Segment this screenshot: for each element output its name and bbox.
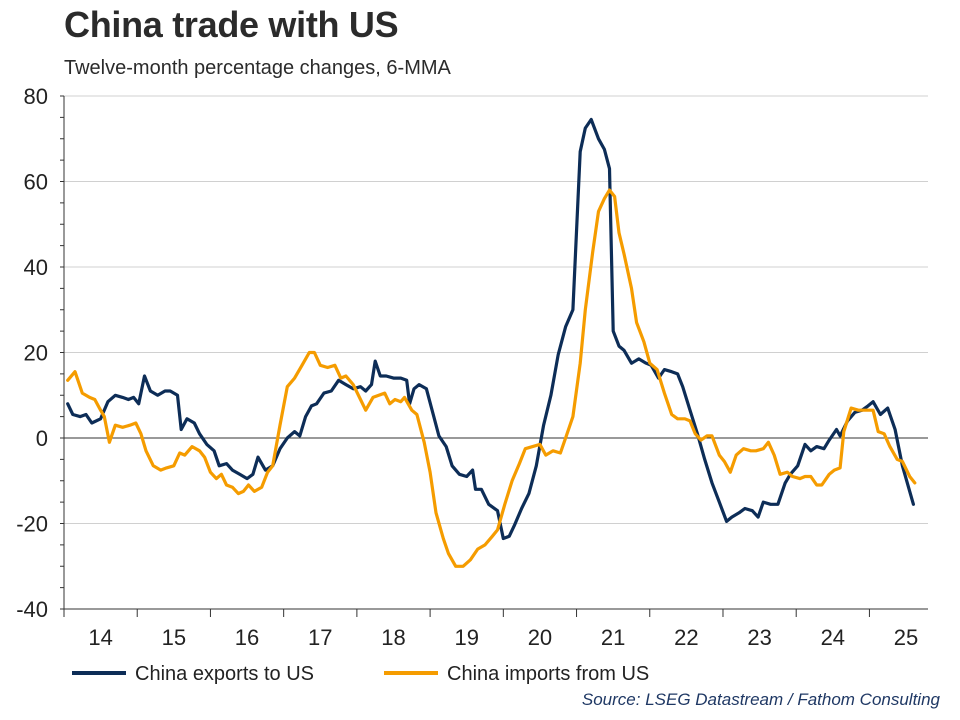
y-tick-label: 0 [36, 426, 48, 451]
x-tick-label: 21 [601, 625, 625, 650]
axes: 80 60 40 20 0 -20 -40 14 15 16 17 18 19 20 21 22 23 24 25 [16, 84, 928, 650]
chart-title: China trade with US [64, 4, 399, 45]
x-tick-label: 22 [674, 625, 698, 650]
chart-subtitle: Twelve-month percentage changes, 6-MMA [64, 57, 451, 79]
y-tick-label: 60 [24, 170, 48, 195]
x-tick-label: 25 [894, 625, 918, 650]
y-tick-label: 40 [24, 255, 48, 280]
y-tick-label: -40 [16, 597, 48, 622]
series-lines [66, 117, 917, 568]
x-tick-label: 20 [528, 625, 552, 650]
x-tick-label: 19 [454, 625, 478, 650]
series-line-imports [66, 188, 917, 568]
x-tick-label: 18 [381, 625, 405, 650]
x-tick-label: 23 [747, 625, 771, 650]
x-tick-label: 15 [162, 625, 186, 650]
legend: China exports to US China imports from US [72, 663, 649, 685]
source-note: Source: LSEG Datastream / Fathom Consult… [581, 690, 940, 709]
x-tick-label: 16 [235, 625, 259, 650]
y-tick-label: 80 [24, 84, 48, 109]
y-tick-label: 20 [24, 341, 48, 366]
legend-label-imports: China imports from US [447, 663, 649, 685]
x-tick-label: 24 [821, 625, 845, 650]
x-tick-label: 14 [88, 625, 112, 650]
y-tick-label: -20 [16, 512, 48, 537]
legend-label-exports: China exports to US [135, 663, 314, 685]
x-tick-label: 17 [308, 625, 332, 650]
series-line-exports [66, 117, 915, 541]
